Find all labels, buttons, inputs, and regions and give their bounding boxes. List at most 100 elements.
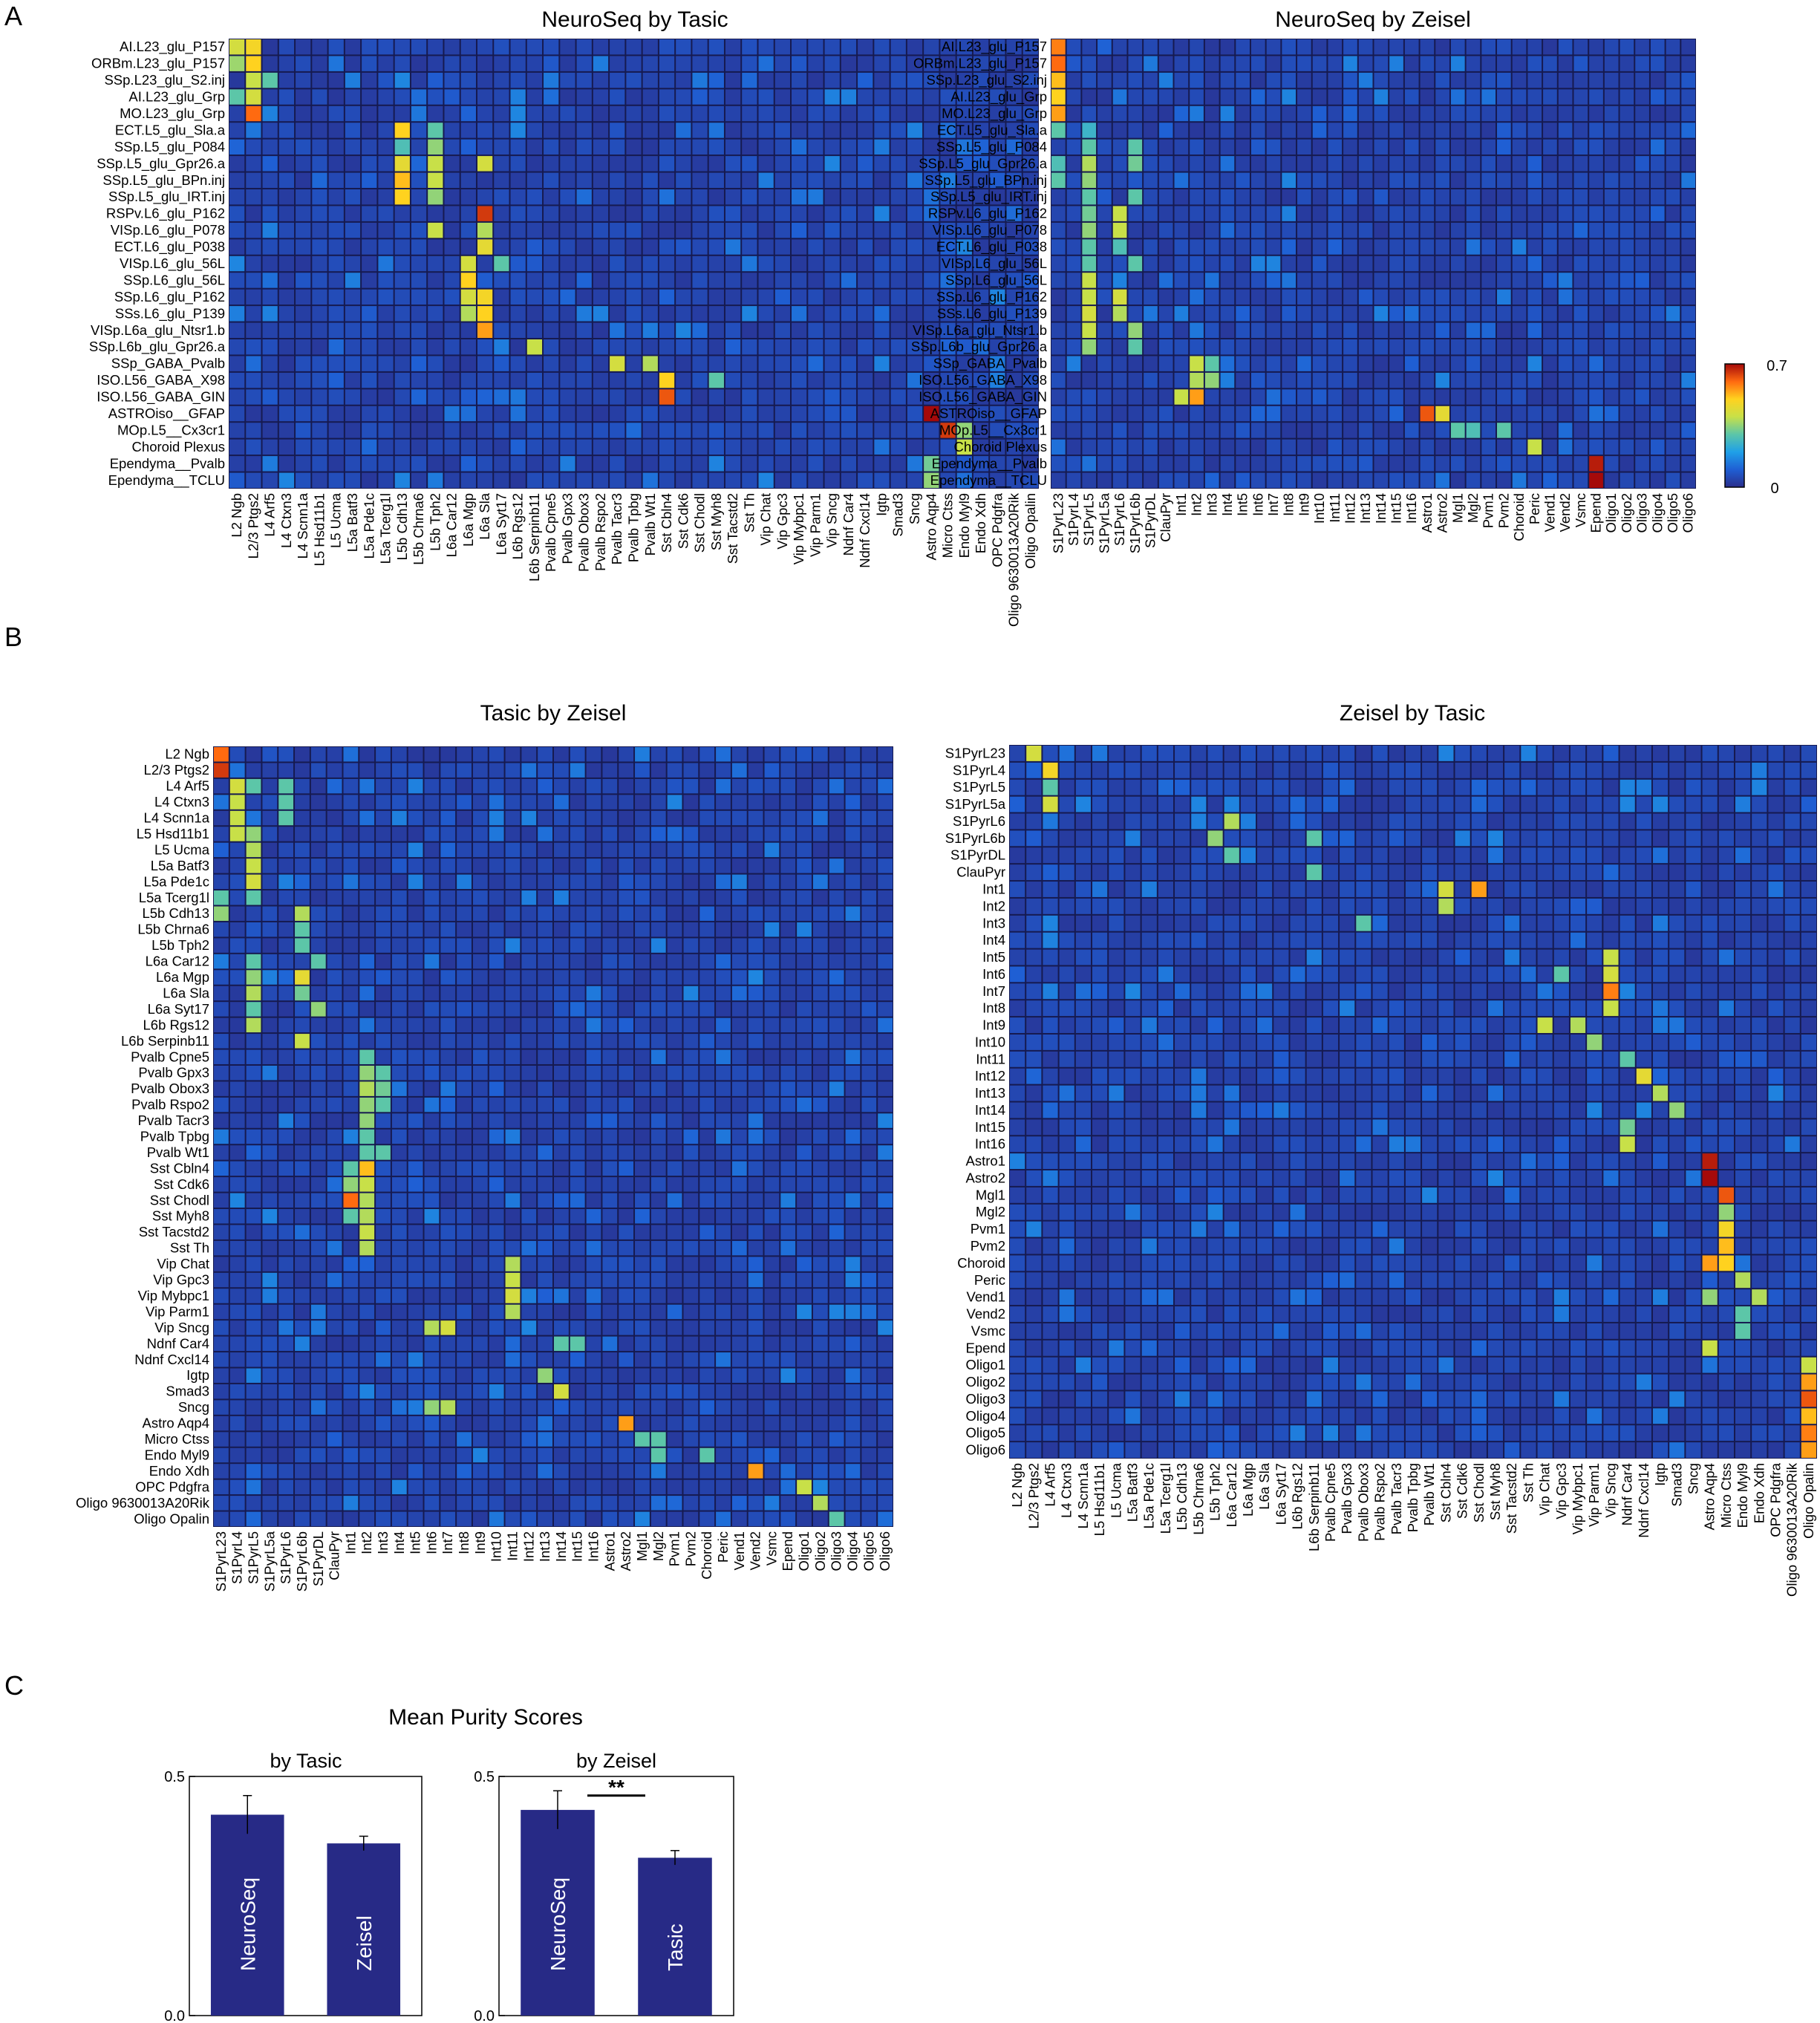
heatmap-cell — [570, 1081, 585, 1096]
heatmap-cell — [1112, 206, 1127, 221]
heatmap-cell — [489, 827, 504, 841]
heatmap-cell — [586, 1464, 601, 1479]
heatmap-cell — [692, 439, 708, 455]
heatmap-cell — [924, 456, 939, 472]
heatmap-cell — [1282, 273, 1296, 288]
heatmap-cell — [295, 1177, 310, 1192]
heatmap-cell — [424, 1479, 440, 1495]
column-label: S1PyrL6 — [278, 1531, 293, 1584]
heatmap-cell — [345, 405, 361, 422]
heatmap-cell — [642, 222, 658, 238]
heatmap-cell — [602, 859, 618, 873]
heatmap-cell — [457, 1384, 472, 1399]
heatmap-cell — [1604, 156, 1619, 172]
heatmap-cell — [742, 255, 757, 272]
heatmap-cell — [1450, 172, 1465, 188]
heatmap-cell — [278, 156, 295, 172]
heatmap-cell — [1420, 405, 1435, 422]
heatmap-cell — [1158, 423, 1173, 438]
heatmap-cell — [505, 1081, 521, 1096]
heatmap-cell — [295, 1416, 310, 1431]
heatmap-cell — [990, 456, 1005, 472]
heatmap-cell — [262, 472, 278, 488]
heatmap-cell — [1109, 813, 1124, 830]
heatmap-cell — [699, 1447, 715, 1463]
heatmap-cell — [1097, 56, 1112, 71]
heatmap-cell — [874, 139, 890, 155]
heatmap-cell — [602, 778, 618, 794]
heatmap-cell — [1158, 356, 1173, 371]
heatmap-cell — [1250, 289, 1265, 305]
heatmap-cell — [526, 39, 543, 55]
heatmap-cell — [1527, 123, 1542, 138]
heatmap-cell — [1603, 796, 1619, 812]
heatmap-cell — [510, 156, 526, 172]
heatmap-cell — [1543, 439, 1557, 455]
heatmap-cell — [812, 1145, 828, 1160]
heatmap-cell — [391, 1257, 407, 1271]
heatmap-cell — [538, 859, 552, 873]
heatmap-cell — [359, 1145, 375, 1160]
heatmap-cell — [505, 906, 521, 921]
heatmap-cell — [635, 1049, 650, 1064]
heatmap-cell — [1358, 339, 1373, 355]
heatmap-cell — [229, 874, 245, 890]
heatmap-cell — [246, 356, 261, 371]
heatmap-cell — [408, 1240, 423, 1256]
heatmap-cell — [1022, 206, 1038, 221]
heatmap-cell — [472, 1002, 488, 1017]
heatmap-cell — [990, 39, 1005, 55]
heatmap-cell — [1224, 813, 1239, 830]
heatmap-cell — [1174, 189, 1189, 205]
heatmap-cell — [650, 890, 666, 905]
heatmap-cell — [780, 1017, 796, 1033]
heatmap-cell — [295, 1129, 310, 1144]
heatmap-cell — [1389, 39, 1403, 55]
heatmap-cell — [1112, 472, 1127, 488]
heatmap-cell — [861, 906, 877, 921]
heatmap-cell — [1543, 72, 1557, 88]
heatmap-cell — [890, 306, 906, 322]
heatmap-cell — [526, 56, 543, 71]
heatmap-cell — [1650, 439, 1665, 455]
heatmap-cell — [990, 89, 1005, 105]
row-label: L5 Ucma — [154, 841, 210, 857]
heatmap-cell — [716, 1416, 731, 1431]
heatmap-cell — [780, 1113, 796, 1128]
heatmap-cell — [408, 1384, 423, 1399]
heatmap-cell — [343, 1464, 359, 1479]
heatmap-cell — [1051, 356, 1066, 371]
heatmap-cell — [1512, 339, 1527, 355]
heatmap-cell — [858, 255, 873, 272]
heatmap-cell — [521, 1320, 537, 1335]
heatmap-cell — [829, 970, 844, 985]
heatmap-cell — [544, 172, 559, 188]
heatmap-cell — [797, 1464, 812, 1479]
heatmap-cell — [521, 1049, 537, 1064]
heatmap-cell — [1573, 89, 1588, 105]
heatmap-cell — [327, 1511, 342, 1526]
heatmap-cell — [861, 1049, 877, 1064]
heatmap-cell — [312, 389, 327, 405]
heatmap-cell — [1282, 372, 1296, 388]
heatmap-cell — [1735, 796, 1751, 812]
heatmap-cell — [861, 1336, 877, 1352]
heatmap-cell — [659, 206, 675, 221]
heatmap-cell — [1512, 273, 1527, 288]
heatmap-cell — [1266, 456, 1281, 472]
heatmap-cell — [229, 1002, 245, 1017]
heatmap-cell — [328, 189, 344, 205]
heatmap-cell — [1204, 273, 1219, 288]
heatmap-cell — [774, 439, 791, 455]
heatmap-cell — [310, 747, 326, 762]
heatmap-cell — [444, 423, 460, 438]
heatmap-cell — [1144, 289, 1158, 305]
heatmap-cell — [812, 1113, 828, 1128]
heatmap-cell — [878, 1240, 893, 1256]
heatmap-cell — [731, 1257, 747, 1271]
heatmap-cell — [586, 1240, 601, 1256]
heatmap-cell — [1527, 222, 1542, 238]
heatmap-cell — [440, 1304, 456, 1320]
heatmap-cell — [792, 289, 807, 305]
heatmap-cell — [457, 1368, 472, 1383]
